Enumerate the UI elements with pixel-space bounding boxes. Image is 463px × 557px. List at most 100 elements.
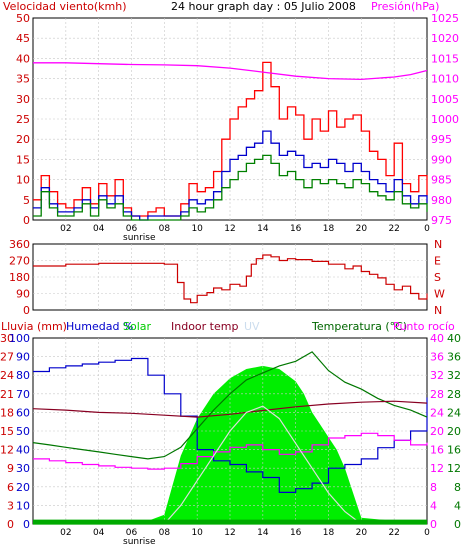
series-line-1 [33,130,428,221]
right-tick-label: 1025 [431,12,459,25]
rain-left-ticks: 0 3 6 9 12 15 18 21 24 27 30 [0,332,14,531]
rain-tick-label: 6 [7,481,14,494]
humidity-tick-label: 10 [16,499,30,512]
humidity-tick-label: 100 [9,332,30,345]
x-tick-label: 10 [191,528,203,538]
series-line-4 [33,405,427,525]
compass-tick-label: E [434,255,441,268]
temp-tick-label-alt: 32 [447,369,461,382]
chart-title: 24 hour graph day : 05 Julio 2008 [171,0,356,13]
series-line-3 [33,62,428,81]
humidity-tick-label: 50 [16,425,30,438]
x-tick-label: 20 [356,528,368,538]
direction-tick-label: 360 [9,238,30,251]
rain-tick-label: 9 [7,462,14,475]
left-tick-label: 15 [16,153,30,166]
temp-tick-label: 32 [430,369,444,382]
temp-tick-label-alt: 36 [447,351,461,364]
temp-tick-label: 20 [430,425,444,438]
rain-tick-label: 18 [0,406,14,419]
humidity-tick-label: 60 [16,406,30,419]
humidity-tick-label: 70 [16,388,30,401]
temp-tick-label: 4 [430,499,437,512]
series-line-0 [33,357,428,493]
x-tick-label: 20 [356,224,368,234]
series-line-2 [32,400,428,418]
wind-x-ticks: 02 04 06 08 10 12 14 16 18 20 22 0 [60,224,430,234]
x-tick-label: 14 [257,224,269,234]
right-tick-label: 990 [431,153,452,166]
humidity-tick-label: 20 [16,481,30,494]
direction-tick-label: 90 [16,288,30,301]
x-tick-label: 10 [191,224,203,234]
temp-tick-label: 16 [430,444,444,457]
right-tick-label: 1005 [431,93,459,106]
rain-tick-label: 21 [0,388,14,401]
left-tick-label: 45 [16,32,30,45]
rain-tick-label: 12 [0,444,14,457]
compass-tick-label: N [434,304,442,317]
temp-tick-label-alt: 0 [454,518,461,531]
x-tick-label: 22 [388,224,399,234]
x-tick-label: 08 [159,528,171,538]
temp-tick-label: 12 [430,462,444,475]
rain-tick-label: 24 [0,369,14,382]
right-tick-label: 1000 [431,113,459,126]
temp-right-ticks: 0 4 8 12 16 20 24 28 32 36 40 [430,332,444,531]
compass-tick-label: S [434,271,441,284]
left-tick-label: 35 [16,73,30,86]
x-tick-label: 02 [60,224,71,234]
sunrise-label-bottom: sunrise [123,537,156,547]
left-tick-label: 30 [16,93,30,106]
temp-tick-label: 36 [430,351,444,364]
right-tick-label: 975 [431,214,452,227]
right-tick-label: 980 [431,194,452,207]
temp-tick-label-alt: 24 [447,406,461,419]
temp-x-ticks: 02 04 06 08 10 12 14 16 18 20 22 0 [60,528,430,538]
x-tick-label: 06 [126,224,138,234]
left-tick-label: 5 [23,194,30,207]
direction-tick-label: 0 [23,304,30,317]
uv-label: UV [244,320,260,333]
humidity-tick-label: 0 [23,518,30,531]
dewpoint-label: Punto rocío [393,320,455,333]
wind-left-ticks: 0 5 10 15 20 25 30 35 40 45 50 [16,12,30,227]
solar-label: Solar [123,320,152,333]
humidity-tick-label: 90 [16,351,30,364]
x-tick-label: 12 [224,528,235,538]
x-tick-label: 14 [257,528,269,538]
rain-label: Lluvia (mm) [1,320,67,333]
temp-tick-label-alt: 20 [447,425,461,438]
direction-left-ticks: 0 90 180 270 360 [9,238,30,317]
x-tick-label: 02 [60,528,71,538]
series-line-0 [33,61,428,217]
right-tick-label: 1020 [431,32,459,45]
pressure-right-ticks: 975 980 985 990 995 1000 1005 1010 1015 1020 1025 [431,12,459,227]
left-tick-label: 0 [23,214,30,227]
temp-tick-label-alt: 8 [454,481,461,494]
compass-tick-label: W [434,288,445,301]
direction-tick-label: 180 [9,271,30,284]
temperature-label: Temperatura (°C) [311,320,407,333]
series-line-1 [32,351,428,460]
right-tick-label: 985 [431,174,452,187]
indoor-temp-label: Indoor temp [171,320,238,333]
direction-line-0 [33,254,428,304]
x-tick-label: 22 [388,528,399,538]
series-line-2 [33,154,428,221]
x-tick-label: 0 [424,224,430,234]
rain-tick-label: 27 [0,351,14,364]
left-tick-label: 50 [16,12,30,25]
wind-axis-label: Velocidad viento(kmh) [3,0,127,13]
direction-tick-label: 270 [9,255,30,268]
x-tick-label: 16 [290,528,302,538]
humidity-tick-label: 80 [16,369,30,382]
temp-tick-label: 8 [430,481,437,494]
x-tick-label: 0 [424,528,430,538]
